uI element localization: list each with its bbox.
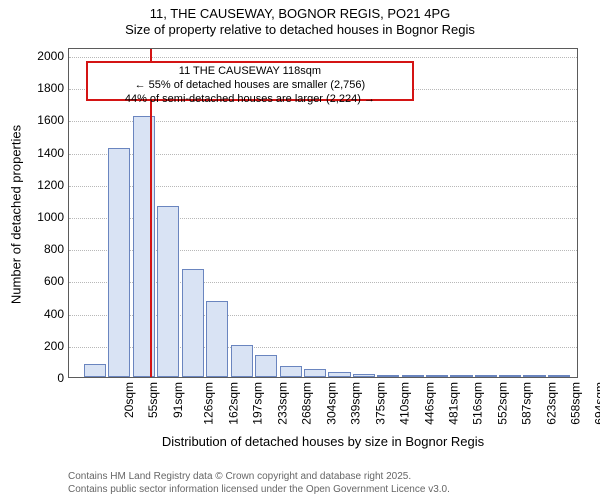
callout-line: 44% of semi-detached houses are larger (… — [92, 93, 407, 107]
histogram-bar — [450, 375, 472, 377]
histogram-bar — [108, 148, 130, 377]
x-tick-label: 516sqm — [471, 382, 485, 425]
histogram-bar — [475, 375, 497, 377]
grid-line — [69, 57, 577, 58]
histogram-bar — [499, 375, 521, 377]
histogram-bar — [377, 375, 399, 377]
callout-box: 11 THE CAUSEWAY 118sqm← 55% of detached … — [86, 61, 413, 101]
x-axis-label: Distribution of detached houses by size … — [68, 434, 578, 449]
chart-titles: 11, THE CAUSEWAY, BOGNOR REGIS, PO21 4PG… — [0, 6, 600, 39]
histogram-bar — [182, 269, 204, 377]
chart-title-line: 11, THE CAUSEWAY, BOGNOR REGIS, PO21 4PG — [0, 6, 600, 22]
x-tick-label: 375sqm — [373, 382, 387, 425]
x-tick-label: 410sqm — [397, 382, 411, 425]
histogram-bar — [328, 372, 350, 377]
histogram-bar — [280, 366, 302, 377]
x-tick-label: 339sqm — [349, 382, 363, 425]
x-tick-label: 304sqm — [324, 382, 338, 425]
histogram-bar — [231, 345, 253, 377]
histogram-bar — [548, 375, 570, 377]
x-tick-label: 268sqm — [300, 382, 314, 425]
callout-line: 11 THE CAUSEWAY 118sqm — [92, 65, 407, 79]
x-tick-label: 126sqm — [202, 382, 216, 425]
x-tick-label: 91sqm — [171, 382, 185, 418]
histogram-bar — [206, 301, 228, 377]
histogram-bar — [255, 355, 277, 377]
x-tick-label: 197sqm — [251, 382, 265, 425]
x-tick-label: 162sqm — [227, 382, 241, 425]
histogram-bar — [84, 364, 106, 377]
x-tick-label: 446sqm — [422, 382, 436, 425]
x-tick-label: 55sqm — [146, 382, 160, 418]
x-tick-label: 233sqm — [275, 382, 289, 425]
chart-title-line: Size of property relative to detached ho… — [0, 22, 600, 38]
histogram-bar — [402, 375, 424, 377]
histogram-bar — [426, 375, 448, 377]
x-tick-label: 623sqm — [544, 382, 558, 425]
footer-line: Contains HM Land Registry data © Crown c… — [68, 471, 450, 484]
histogram-bar — [523, 375, 545, 377]
x-tick-label: 658sqm — [568, 382, 582, 425]
histogram-bar — [157, 206, 179, 377]
x-tick-label: 587sqm — [519, 382, 533, 425]
chart-container: 11, THE CAUSEWAY, BOGNOR REGIS, PO21 4PG… — [0, 0, 600, 500]
histogram-bar — [353, 374, 375, 377]
x-tick-label: 20sqm — [122, 382, 136, 418]
plot-area: 11 THE CAUSEWAY 118sqm← 55% of detached … — [68, 48, 578, 378]
histogram-bar — [304, 369, 326, 377]
callout-line: ← 55% of detached houses are smaller (2,… — [92, 79, 407, 93]
chart-footer: Contains HM Land Registry data © Crown c… — [68, 471, 450, 496]
x-tick-label: 694sqm — [593, 382, 600, 425]
y-axis-label: Number of detached properties — [9, 49, 24, 379]
x-tick-label: 552sqm — [495, 382, 509, 425]
x-tick-label: 481sqm — [446, 382, 460, 425]
footer-line: Contains public sector information licen… — [68, 484, 450, 497]
